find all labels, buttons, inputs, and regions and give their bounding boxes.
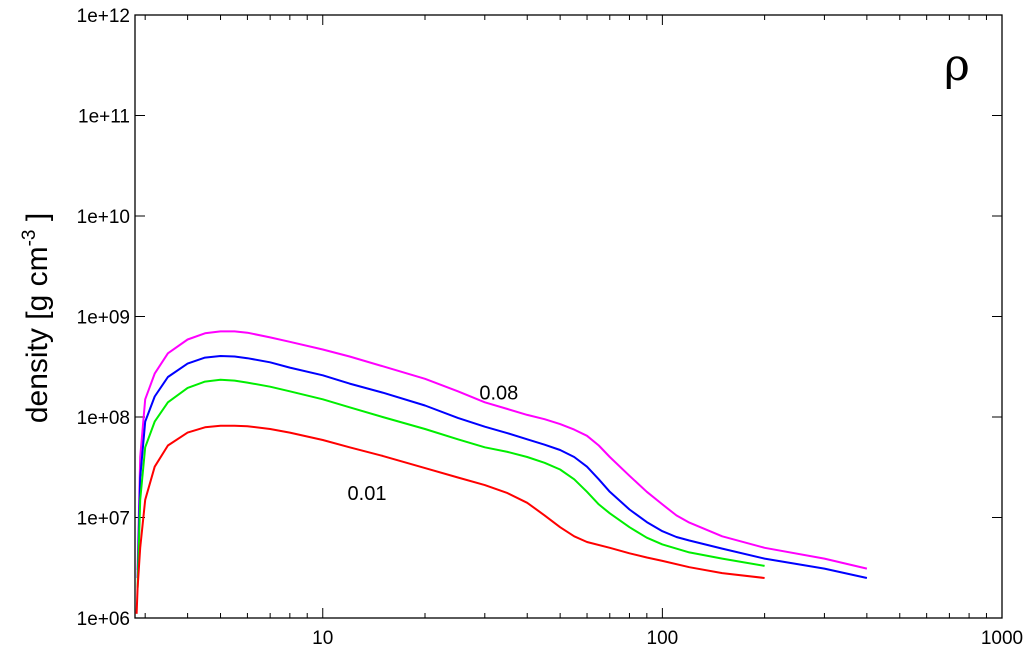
y-tick-label: 1e+11 [78, 107, 130, 128]
y-tick-label: 1e+12 [77, 6, 130, 27]
series-line-2 [136, 355, 868, 579]
x-tick-label: 1000 [981, 628, 1023, 649]
plot-frame [134, 14, 1003, 619]
y-tick-label: 1e+09 [77, 308, 130, 329]
axis-ticks [135, 14, 1003, 619]
corner-label: ρ [944, 40, 970, 91]
curve-annotations: 0.08 0.01 [348, 382, 519, 505]
series-line-1 [136, 330, 868, 571]
series-lines [135, 330, 868, 614]
axis-tick-labels: 10 100 1000 1e+06 1e+07 1e+08 1e+09 1e+10 1e+11 1… [77, 6, 1024, 649]
x-tick-label: 100 [647, 628, 679, 649]
series-line-3 [136, 378, 765, 588]
y-tick-label: 1e+10 [77, 207, 130, 228]
curve-annotation: 0.08 [479, 382, 518, 404]
x-tick-label: 10 [312, 628, 333, 649]
y-tick-label: 1e+08 [77, 408, 130, 429]
y-axis-label: density [g cm-3 ] [19, 213, 54, 423]
curve-annotation: 0.01 [348, 483, 387, 505]
series-line-4 [135, 424, 765, 614]
y-tick-label: 1e+06 [77, 609, 130, 630]
y-tick-label: 1e+07 [77, 509, 130, 530]
